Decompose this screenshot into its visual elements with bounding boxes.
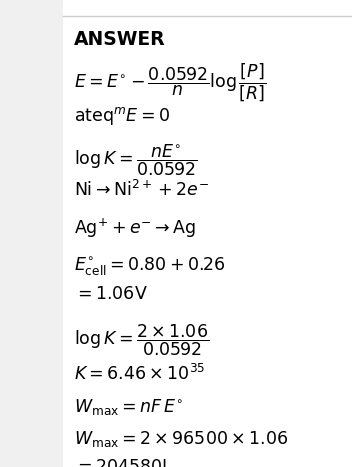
Text: $W_{\max} = nF\,E^{\circ}$: $W_{\max} = nF\,E^{\circ}$ xyxy=(74,397,183,417)
Text: $W_{\max} = 2 \times 96500 \times 1.06$: $W_{\max} = 2 \times 96500 \times 1.06$ xyxy=(74,429,288,449)
Text: $\mathrm{Ni} \rightarrow \mathrm{Ni}^{2+} + 2e^{-}$: $\mathrm{Ni} \rightarrow \mathrm{Ni}^{2+… xyxy=(74,180,209,200)
Text: ANSWER: ANSWER xyxy=(74,30,165,50)
Text: $\log K = \dfrac{2 \times 1.06}{0.0592}$: $\log K = \dfrac{2 \times 1.06}{0.0592}$ xyxy=(74,322,209,358)
Text: $\mathrm{ateq}^{m}E = 0$: $\mathrm{ateq}^{m}E = 0$ xyxy=(74,105,170,127)
Text: $\mathrm{Ag}^{+} + e^{-} \rightarrow \mathrm{Ag}$: $\mathrm{Ag}^{+} + e^{-} \rightarrow \ma… xyxy=(74,217,196,241)
Text: $E = E^{\circ} - \dfrac{0.0592}{n}\log\dfrac{[P]}{[R]}$: $E = E^{\circ} - \dfrac{0.0592}{n}\log\d… xyxy=(74,61,266,103)
FancyBboxPatch shape xyxy=(63,0,352,467)
Text: $= 1.06\mathrm{V}$: $= 1.06\mathrm{V}$ xyxy=(74,285,148,303)
Text: $K = 6.46 \times 10^{35}$: $K = 6.46 \times 10^{35}$ xyxy=(74,364,205,384)
Text: $= 204580\mathrm{J}$: $= 204580\mathrm{J}$ xyxy=(74,457,167,467)
Text: $\log K = \dfrac{nE^{\circ}}{0.0592}$: $\log K = \dfrac{nE^{\circ}}{0.0592}$ xyxy=(74,142,197,178)
Text: $E^{\circ}_{\mathrm{cell}} = 0.80 + 0.26$: $E^{\circ}_{\mathrm{cell}} = 0.80 + 0.26… xyxy=(74,255,226,276)
